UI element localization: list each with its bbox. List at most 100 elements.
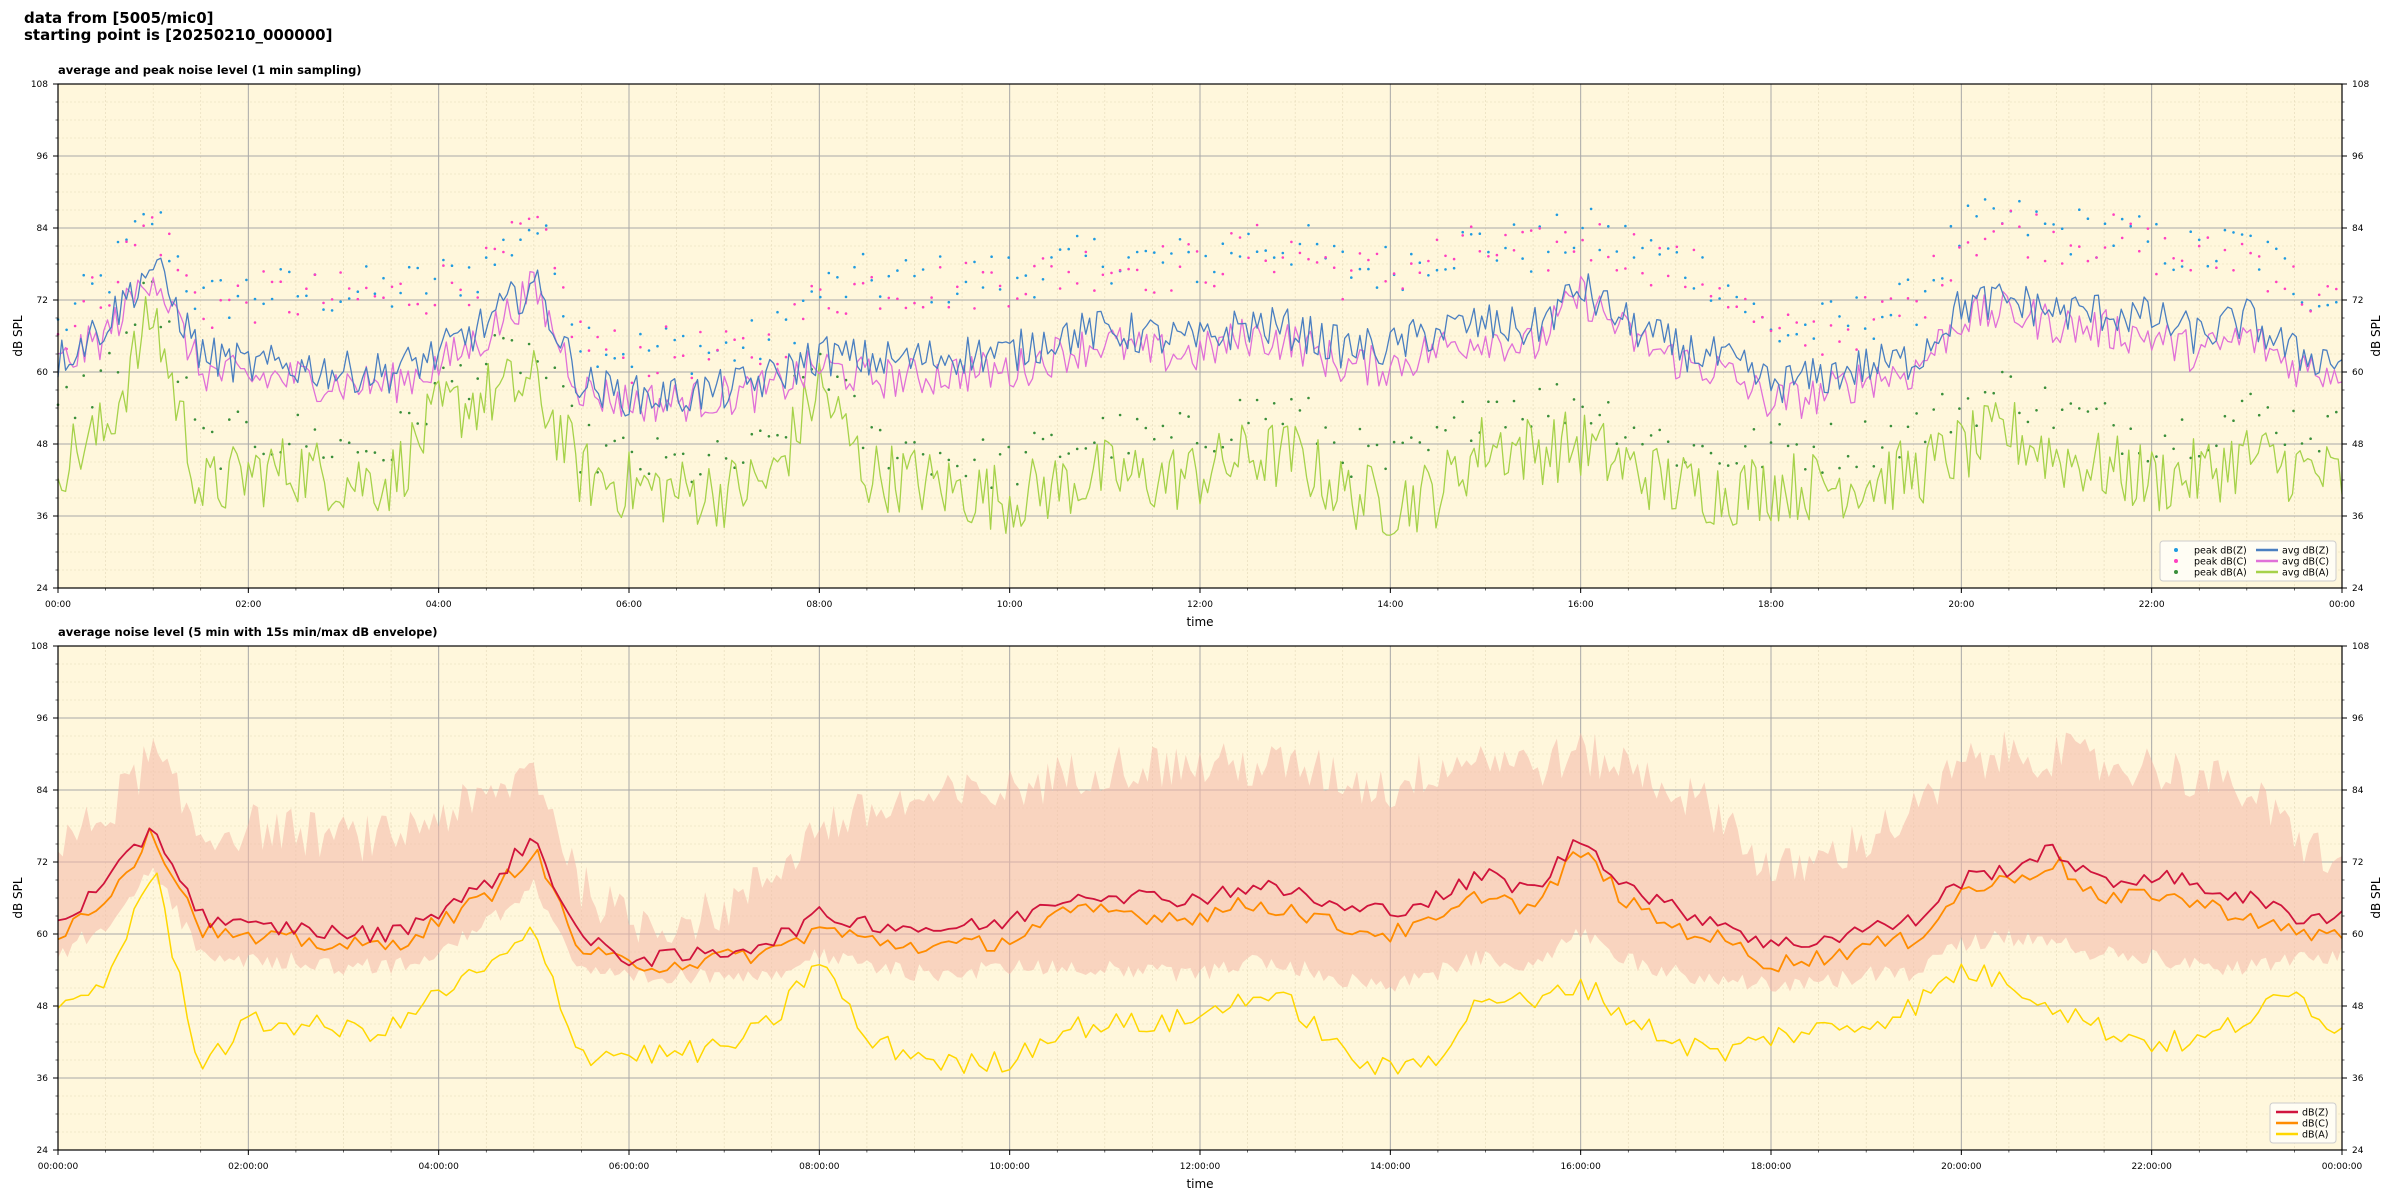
- peak-z-point: [562, 315, 565, 318]
- peak-a-point: [1949, 430, 1953, 434]
- chart-panel-1: 24 24 36 36 48 48 60 60 72 72 84 84 96 96 108 108 00:00 0…: [11, 63, 2383, 629]
- legend-label: peak dB(Z): [2194, 546, 2247, 557]
- peak-c-point: [2215, 266, 2218, 270]
- peak-a-point: [65, 385, 68, 389]
- peak-a-point: [2112, 424, 2115, 427]
- y-tick-label-right: 84: [2352, 224, 2364, 234]
- peak-z-point: [1444, 268, 1447, 271]
- peak-a-point: [2257, 413, 2261, 417]
- peak-c-point: [570, 335, 574, 339]
- peak-z-point: [2189, 230, 2192, 233]
- peak-a-point: [1855, 465, 1858, 469]
- peak-c-point: [998, 284, 1002, 288]
- peak-z-point: [1213, 270, 1216, 274]
- peak-a-point: [296, 413, 300, 417]
- peak-z-point: [776, 310, 779, 314]
- peak-z-point: [1478, 232, 1482, 235]
- y-axis-label-right: dB SPL: [2369, 877, 2383, 919]
- y-tick-label: 96: [37, 152, 49, 162]
- peak-c-point: [2138, 249, 2141, 253]
- peak-z-point: [1512, 223, 1516, 226]
- peak-a-point: [262, 452, 265, 456]
- peak-z-point: [125, 238, 128, 241]
- peak-c-point: [1538, 227, 1541, 230]
- peak-c-point: [493, 247, 497, 251]
- peak-c-point: [450, 281, 454, 285]
- peak-c-point: [990, 271, 993, 274]
- peak-c-point: [185, 274, 188, 277]
- peak-a-point: [1384, 467, 1387, 471]
- peak-z-point: [1307, 224, 1310, 227]
- peak-a-point: [1923, 440, 1927, 444]
- peak-a-point: [553, 366, 557, 370]
- peak-z-point: [1778, 339, 1781, 343]
- peak-c-point: [1187, 243, 1190, 246]
- peak-c-point: [750, 356, 754, 359]
- peak-a-point: [245, 420, 248, 424]
- peak-a-point: [313, 428, 317, 431]
- peak-z-point: [2249, 234, 2252, 238]
- dba-line: [57, 872, 2343, 1076]
- peak-a-point: [1958, 407, 1961, 410]
- peak-z-point: [1666, 247, 1670, 250]
- peak-a-point: [2249, 392, 2252, 396]
- peak-a-point: [861, 446, 865, 450]
- peak-z-point: [433, 277, 437, 281]
- peak-a-point: [91, 406, 94, 409]
- peak-a-point: [1615, 442, 1619, 446]
- peak-z-point: [1024, 274, 1028, 277]
- peak-z-point: [2043, 222, 2047, 225]
- peak-a-point: [836, 375, 839, 379]
- peak-c-point: [741, 336, 745, 340]
- peak-z-point: [2275, 247, 2278, 251]
- peak-c-point: [1564, 230, 1567, 234]
- peak-c-point: [193, 291, 197, 294]
- peak-a-point: [1726, 464, 1730, 467]
- peak-z-point: [2078, 208, 2081, 211]
- peak-z-point: [1058, 248, 1062, 251]
- peak-a-point: [1632, 426, 1636, 430]
- peak-z-point: [2086, 217, 2090, 220]
- peak-c-point: [2129, 222, 2132, 226]
- peak-a-point: [1778, 423, 1781, 426]
- peak-a-point: [2215, 444, 2218, 448]
- peak-c-point: [647, 374, 651, 378]
- peak-a-point: [956, 464, 959, 468]
- peak-a-point: [1367, 444, 1370, 448]
- x-tick-label: 04:00:00: [418, 1162, 459, 1172]
- peak-c-point: [1315, 261, 1319, 264]
- peak-c-point: [2335, 287, 2338, 291]
- peak-c-point: [339, 271, 342, 274]
- avg-a-line: [57, 296, 2343, 536]
- peak-z-point: [1341, 250, 1344, 253]
- peak-a-point: [544, 376, 548, 380]
- peak-z-point: [819, 295, 822, 299]
- peak-z-point: [228, 316, 231, 320]
- peak-c-point: [827, 307, 831, 310]
- peak-c-point: [733, 338, 736, 342]
- peak-c-point: [510, 220, 514, 224]
- peak-a-point: [2001, 370, 2004, 374]
- peak-a-point: [510, 339, 514, 342]
- peak-z-point: [1821, 302, 1824, 305]
- peak-a-point: [1281, 422, 1285, 426]
- peak-z-point: [1033, 296, 1036, 299]
- peak-z-point: [878, 295, 882, 298]
- peak-a-point: [699, 473, 702, 476]
- peak-c-point: [1384, 280, 1387, 283]
- peak-c-point: [1555, 240, 1559, 244]
- x-tick-label: 10:00: [997, 600, 1023, 610]
- peak-a-point: [1975, 424, 1978, 428]
- peak-a-point: [1444, 429, 1447, 432]
- peak-c-point: [425, 312, 428, 315]
- peak-z-point: [1418, 261, 1422, 265]
- peak-c-point: [1829, 324, 1833, 327]
- peak-z-point: [1598, 248, 1601, 252]
- peak-c-point: [1264, 259, 1267, 263]
- peak-z-point: [544, 224, 548, 227]
- peak-a-point: [1872, 465, 1876, 468]
- y-axis-label-right: dB SPL: [2369, 315, 2383, 357]
- peak-c-point: [639, 345, 642, 349]
- peak-z-point: [1547, 250, 1550, 254]
- peak-a-point: [1495, 400, 1499, 404]
